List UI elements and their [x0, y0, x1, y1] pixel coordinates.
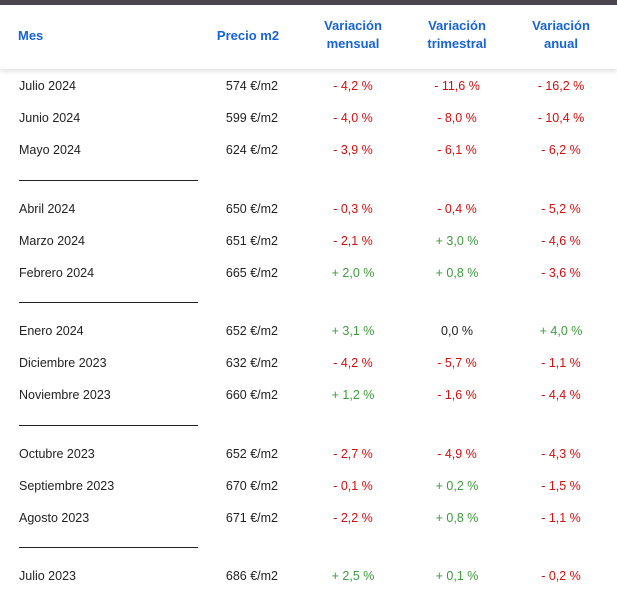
cell-precio: 599 €/m2: [225, 111, 278, 125]
cell-precio: 651 €/m2: [225, 234, 278, 248]
table-row: Julio 2024 574 €/m2 - 4,2 % - 11,6 % - 1…: [0, 76, 617, 96]
cell-variacion-anual: - 4,3 %: [541, 447, 581, 461]
cell-mes: Junio 2024: [19, 111, 81, 125]
group-divider: [19, 425, 198, 426]
header-mes: Mes: [18, 27, 43, 45]
cell-precio: 624 €/m2: [225, 143, 278, 157]
cell-variacion-mensual: + 3,1 %: [331, 324, 375, 338]
cell-variacion-anual: - 3,6 %: [541, 266, 581, 280]
header-anual-line1: Variación: [532, 18, 590, 33]
cell-variacion-anual: - 10,4 %: [537, 111, 585, 125]
cell-precio: 632 €/m2: [225, 356, 278, 370]
cell-precio: 670 €/m2: [225, 479, 278, 493]
header-variacion-anual: Variación anual: [511, 17, 611, 53]
header-mensual-line1: Variación: [324, 18, 382, 33]
header-trimestral-line1: Variación: [428, 18, 486, 33]
cell-variacion-trimestral: - 4,9 %: [437, 447, 477, 461]
cell-variacion-trimestral: + 0,8 %: [435, 266, 479, 280]
cell-variacion-trimestral: + 0,2 %: [435, 479, 479, 493]
cell-variacion-trimestral: - 11,6 %: [434, 79, 480, 93]
header-mes-label: Mes: [18, 28, 44, 43]
group-divider: [19, 302, 198, 303]
cell-variacion-trimestral: - 8,0 %: [437, 111, 477, 125]
cell-variacion-mensual: - 0,1 %: [333, 479, 373, 493]
table-row: Mayo 2024 624 €/m2 - 3,9 % - 6,1 % - 6,2…: [0, 140, 617, 160]
table-row: Noviembre 2023 660 €/m2 + 1,2 % - 1,6 % …: [0, 385, 617, 405]
header-anual-line2: anual: [544, 36, 578, 51]
cell-mes: Diciembre 2023: [19, 356, 107, 370]
cell-variacion-trimestral: + 3,0 %: [435, 234, 479, 248]
cell-precio: 652 €/m2: [225, 324, 278, 338]
table-row: Septiembre 2023 670 €/m2 - 0,1 % + 0,2 %…: [0, 476, 617, 496]
cell-variacion-mensual: - 2,7 %: [333, 447, 373, 461]
cell-variacion-anual: - 6,2 %: [541, 143, 581, 157]
cell-precio: 574 €/m2: [225, 79, 278, 93]
cell-precio: 671 €/m2: [225, 511, 278, 525]
cell-variacion-mensual: - 2,1 %: [333, 234, 373, 248]
cell-variacion-anual: - 1,1 %: [541, 356, 581, 370]
cell-precio: 686 €/m2: [225, 569, 278, 583]
cell-mes: Marzo 2024: [19, 234, 86, 248]
cell-variacion-anual: + 4,0 %: [539, 324, 583, 338]
cell-variacion-anual: - 16,2 %: [537, 79, 585, 93]
cell-variacion-mensual: + 2,5 %: [331, 569, 375, 583]
cell-mes: Agosto 2023: [19, 511, 90, 525]
cell-variacion-anual: - 0,2 %: [541, 569, 581, 583]
table-row: Febrero 2024 665 €/m2 + 2,0 % + 0,8 % - …: [0, 263, 617, 283]
cell-precio: 665 €/m2: [225, 266, 278, 280]
cell-variacion-mensual: - 4,2 %: [333, 356, 373, 370]
table-row: Marzo 2024 651 €/m2 - 2,1 % + 3,0 % - 4,…: [0, 231, 617, 251]
table-row: Octubre 2023 652 €/m2 - 2,7 % - 4,9 % - …: [0, 444, 617, 464]
cell-variacion-anual: - 4,4 %: [541, 388, 581, 402]
cell-variacion-mensual: - 3,9 %: [333, 143, 373, 157]
cell-variacion-trimestral: 0,0 %: [441, 324, 473, 338]
table-row: Diciembre 2023 632 €/m2 - 4,2 % - 5,7 % …: [0, 353, 617, 373]
cell-mes: Noviembre 2023: [19, 388, 111, 402]
header-variacion-trimestral: Variación trimestral: [407, 17, 507, 53]
cell-precio: 660 €/m2: [225, 388, 278, 402]
cell-mes: Abril 2024: [19, 202, 76, 216]
header-precio-label: Precio m2: [216, 28, 280, 43]
table-row: Junio 2024 599 €/m2 - 4,0 % - 8,0 % - 10…: [0, 108, 617, 128]
cell-variacion-anual: - 4,6 %: [541, 234, 581, 248]
header-variacion-mensual: Variación mensual: [303, 17, 403, 53]
cell-precio: 652 €/m2: [225, 447, 278, 461]
cell-variacion-anual: - 5,2 %: [541, 202, 581, 216]
cell-mes: Febrero 2024: [19, 266, 95, 280]
cell-variacion-mensual: + 2,0 %: [331, 266, 375, 280]
table-row: Abril 2024 650 €/m2 - 0,3 % - 0,4 % - 5,…: [0, 199, 617, 219]
table-header: Mes Precio m2 Variación mensual Variació…: [0, 5, 617, 69]
cell-variacion-trimestral: - 0,4 %: [437, 202, 477, 216]
cell-mes: Enero 2024: [19, 324, 84, 338]
cell-mes: Octubre 2023: [19, 447, 95, 461]
cell-mes: Julio 2024: [19, 79, 76, 93]
cell-variacion-mensual: + 1,2 %: [331, 388, 375, 402]
cell-variacion-mensual: - 2,2 %: [333, 511, 373, 525]
cell-variacion-trimestral: - 5,7 %: [437, 356, 477, 370]
cell-variacion-mensual: - 4,0 %: [333, 111, 373, 125]
header-precio: Precio m2: [198, 27, 298, 45]
table-row: Agosto 2023 671 €/m2 - 2,2 % + 0,8 % - 1…: [0, 508, 617, 528]
table-row: Julio 2023 686 €/m2 + 2,5 % + 0,1 % - 0,…: [0, 566, 617, 586]
header-mensual-line2: mensual: [326, 36, 380, 51]
cell-mes: Mayo 2024: [19, 143, 81, 157]
cell-mes: Septiembre 2023: [19, 479, 115, 493]
top-bar: [0, 0, 617, 5]
group-divider: [19, 547, 198, 548]
cell-variacion-trimestral: - 6,1 %: [437, 143, 477, 157]
cell-variacion-mensual: - 4,2 %: [333, 79, 373, 93]
cell-variacion-trimestral: + 0,1 %: [435, 569, 479, 583]
cell-variacion-trimestral: + 0,8 %: [435, 511, 479, 525]
table-row: Enero 2024 652 €/m2 + 3,1 % 0,0 % + 4,0 …: [0, 321, 617, 341]
cell-mes: Julio 2023: [19, 569, 76, 583]
cell-precio: 650 €/m2: [225, 202, 278, 216]
cell-variacion-anual: - 1,5 %: [541, 479, 581, 493]
group-divider: [19, 180, 198, 181]
header-trimestral-line2: trimestral: [427, 36, 487, 51]
cell-variacion-mensual: - 0,3 %: [333, 202, 373, 216]
cell-variacion-trimestral: - 1,6 %: [437, 388, 477, 402]
cell-variacion-anual: - 1,1 %: [541, 511, 581, 525]
